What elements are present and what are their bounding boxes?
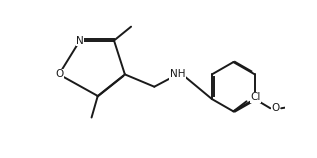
- Text: O: O: [55, 69, 63, 79]
- Text: Cl: Cl: [250, 92, 261, 103]
- Text: O: O: [272, 103, 280, 113]
- Text: NH: NH: [170, 69, 185, 79]
- Text: N: N: [76, 36, 84, 46]
